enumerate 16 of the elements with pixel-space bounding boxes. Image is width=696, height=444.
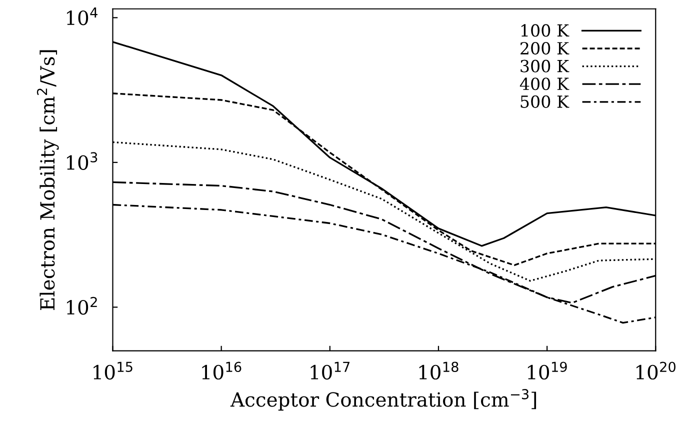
x-tick-label: 10$^{19}$ [528, 362, 567, 380]
x-tick-label: 10$^{17}$ [310, 362, 350, 380]
x-tick-label: 10$^{15}$ [94, 362, 132, 380]
legend-label: 500 K [520, 95, 570, 108]
x-axis-title: Acceptor Concentration [cm$^{−3}$] [230, 389, 536, 411]
y-tick-label: 10$^{4}$ [67, 8, 98, 26]
legend-label: 100 K [521, 24, 570, 37]
x-tick-label: 10$^{18}$ [419, 362, 458, 380]
y-axis-title: Electron Mobility [cm$^{2}$/Vs] [36, 50, 59, 310]
legend-label: 300 K [520, 60, 570, 72]
x-tick-label: 10$^{16}$ [202, 362, 242, 380]
y-tick-label: 10$^{2}$ [67, 296, 97, 315]
y-tick-label: 10$^{3}$ [67, 152, 98, 170]
x-tick-label: 10$^{20}$ [636, 362, 676, 380]
legend-label: 200 K [520, 42, 570, 55]
legend-label: 400 K [520, 78, 570, 90]
